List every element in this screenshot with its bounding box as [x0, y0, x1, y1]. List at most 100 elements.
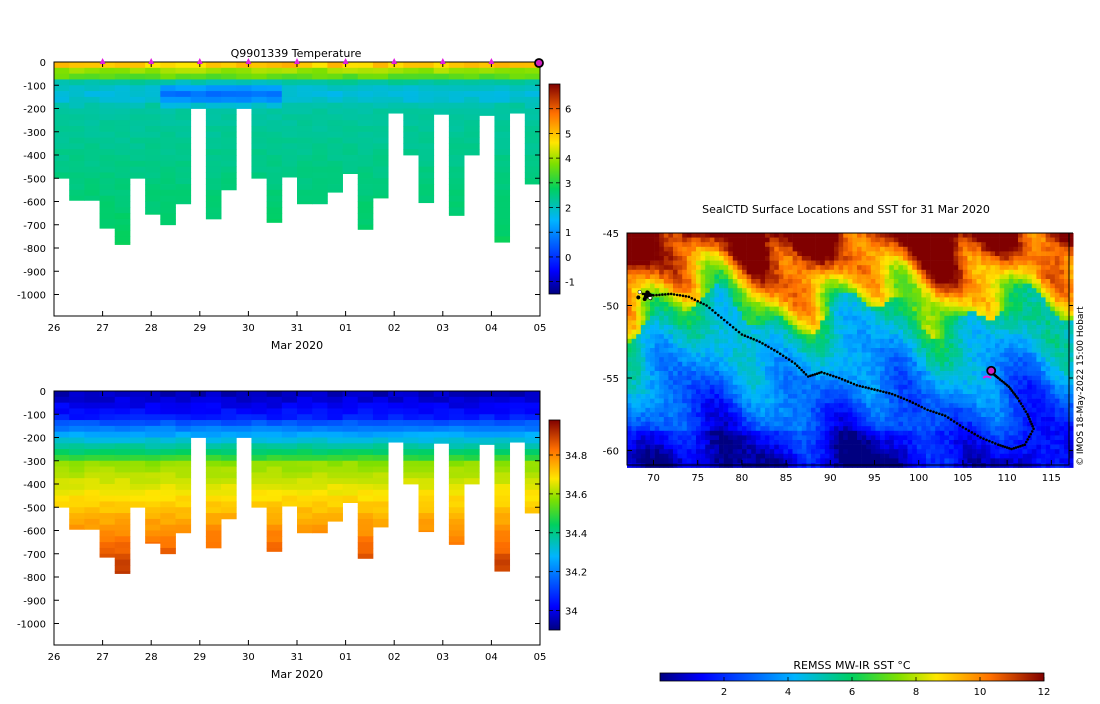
profile-cell	[145, 531, 161, 537]
profile-cell	[160, 397, 176, 403]
sst-cell	[797, 371, 802, 376]
profile-cell	[312, 161, 328, 167]
profile-cell	[327, 443, 343, 449]
sst-cell	[650, 394, 655, 399]
sst-cell	[1018, 357, 1023, 362]
profile-cell	[388, 408, 404, 414]
sst-cell	[972, 376, 977, 381]
sst-cell	[719, 376, 724, 381]
sst-cell	[747, 265, 752, 270]
sst-cell	[1046, 339, 1051, 344]
profile-cell	[312, 120, 328, 126]
sst-cell	[820, 256, 825, 261]
sst-cell	[733, 288, 738, 293]
profile-cell	[373, 68, 389, 74]
sst-cell	[889, 242, 894, 247]
profile-cell	[221, 68, 237, 74]
sst-cell	[632, 242, 637, 247]
profile-cell	[388, 438, 404, 443]
sst-cell	[889, 265, 894, 270]
sst-cell	[760, 334, 765, 339]
sst-cell	[912, 371, 917, 376]
profile-cell	[176, 519, 192, 525]
profile-cell	[282, 472, 298, 478]
sst-cell	[664, 307, 669, 312]
profile-cell	[221, 455, 237, 461]
profile-cell	[312, 97, 328, 103]
profile-cell	[251, 132, 267, 138]
profile-cell	[419, 391, 435, 397]
sst-cell	[1023, 274, 1028, 279]
profile-cell	[525, 403, 541, 409]
sst-cell	[1023, 279, 1028, 284]
sst-cell	[802, 307, 807, 312]
profile-cell	[449, 513, 465, 519]
sst-cell	[972, 371, 977, 376]
profile-cell	[525, 496, 541, 502]
sst-cell	[820, 389, 825, 394]
sst-cell	[1000, 311, 1005, 316]
sst-cell	[898, 353, 903, 358]
sst-cell	[756, 307, 761, 312]
sst-cell	[990, 284, 995, 289]
profile-cell	[100, 85, 116, 91]
sst-cell	[678, 376, 683, 381]
profile-cell	[206, 190, 222, 196]
sst-cell	[829, 256, 834, 261]
sst-cell	[875, 256, 880, 261]
sst-cell	[820, 293, 825, 298]
profile-cell	[100, 184, 116, 190]
sst-cell	[908, 385, 913, 390]
profile-cell	[100, 426, 116, 432]
sst-cell	[696, 293, 701, 298]
sst-cell	[783, 284, 788, 289]
sst-cell	[1055, 343, 1060, 348]
sst-cell	[714, 316, 719, 321]
sst-cell	[668, 353, 673, 358]
profile-cell	[267, 138, 283, 144]
sst-cell	[875, 307, 880, 312]
sst-cell	[655, 274, 660, 279]
sst-cell	[921, 366, 926, 371]
sst-cell	[963, 297, 968, 302]
sst-cell	[1018, 265, 1023, 270]
sst-cell	[696, 353, 701, 358]
sst-cell	[632, 380, 637, 385]
profile-cell	[267, 496, 283, 502]
profile-cell	[464, 391, 480, 397]
profile-cell	[267, 391, 283, 397]
profile-cell	[160, 120, 176, 126]
sst-cell	[806, 311, 811, 316]
sst-cell	[724, 251, 729, 256]
sst-cell	[779, 251, 784, 256]
sst-cell	[935, 357, 940, 362]
profile-cell	[373, 519, 389, 525]
profile-cell	[251, 461, 267, 467]
profile-cell	[312, 132, 328, 138]
sst-cell	[691, 362, 696, 367]
sst-cell	[940, 380, 945, 385]
profile-cell	[312, 408, 328, 414]
sst-cell	[995, 385, 1000, 390]
profile-cell	[130, 149, 146, 155]
sst-cell	[972, 334, 977, 339]
sst-cell	[1050, 353, 1055, 358]
sst-cell	[705, 288, 710, 293]
sst-cell	[797, 256, 802, 261]
sst-cell	[912, 274, 917, 279]
profile-cell	[54, 79, 70, 85]
sst-cell	[972, 284, 977, 289]
profile-cell	[160, 103, 176, 109]
sst-cell	[931, 357, 936, 362]
profile-cell	[343, 68, 359, 74]
sst-cell	[820, 385, 825, 390]
sst-cell	[967, 339, 972, 344]
profile-cell	[297, 85, 313, 91]
profile-cell	[419, 167, 435, 173]
sst-cell	[972, 251, 977, 256]
sst-cell	[866, 242, 871, 247]
profile-cell	[388, 97, 404, 103]
sst-cell	[852, 376, 857, 381]
sst-cell	[816, 316, 821, 321]
sst-cell	[875, 320, 880, 325]
